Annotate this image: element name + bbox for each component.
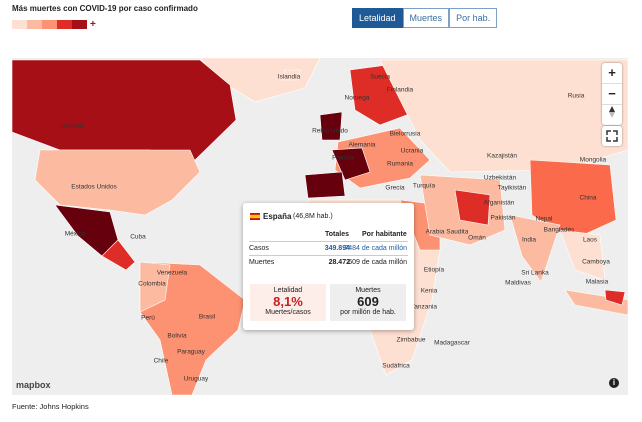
country-label: Rumania	[387, 161, 413, 168]
tab[interactable]: Por hab.	[449, 8, 498, 28]
country-label: Paraguay	[177, 349, 206, 356]
country-label: Chile	[154, 358, 169, 365]
country-label: Noruega	[345, 95, 370, 102]
tab[interactable]: Letalidad	[352, 8, 403, 28]
zoom-out[interactable]: −	[602, 84, 622, 105]
country-label: Finlandia	[387, 87, 414, 94]
country-label: Afganistán	[484, 200, 515, 207]
country-label: Pakistán	[491, 215, 516, 222]
tooltip: España (46,8M hab.) Totales Por habitant…	[243, 203, 414, 330]
country-label: Camboya	[582, 259, 610, 266]
country-label: Venezuela	[157, 270, 188, 277]
row-label: Muertes	[249, 259, 275, 266]
stat-box: Muertes 609 por millón de hab.	[330, 284, 406, 321]
country-label: Estados Unidos	[71, 184, 117, 191]
country-label: India	[522, 237, 536, 244]
cell: 349.894	[324, 245, 350, 252]
logo: mapbox	[16, 380, 51, 390]
country-label: Sudáfrica	[382, 363, 410, 370]
country-label: Turquía	[413, 183, 436, 190]
flag	[250, 213, 260, 220]
zoom-controls: + −	[602, 63, 622, 125]
legend: +	[12, 19, 96, 30]
country-label: Suecia	[370, 74, 390, 81]
country-label: Brasil	[199, 314, 216, 321]
divider	[249, 241, 408, 242]
fullscreen-icon	[606, 130, 618, 142]
cell: 7484 de cada millón	[344, 245, 407, 252]
stat-title: Muertes	[355, 287, 381, 294]
country-label: Arabia Saudita	[426, 229, 469, 236]
country-label: Uzbekistán	[484, 175, 517, 182]
legend-swatch	[27, 20, 42, 29]
legend-swatch	[12, 20, 27, 29]
country-label: China	[580, 195, 597, 202]
country-label: Grecia	[385, 185, 405, 192]
country-label: Perú	[141, 315, 155, 322]
fullscreen[interactable]	[602, 126, 622, 146]
country: España	[263, 212, 292, 221]
country-label: Bolivia	[167, 333, 187, 340]
country-label: Etiopía	[424, 267, 445, 274]
country-label: Canadá	[61, 123, 84, 130]
divider	[249, 255, 408, 256]
row-label: Casos	[249, 245, 269, 252]
country-label: Mongolia	[580, 157, 607, 164]
tab[interactable]: Muertes	[402, 8, 450, 28]
cell: 609 de cada millón	[348, 259, 407, 266]
legend-swatch	[57, 20, 72, 29]
country-label: Sri Lanka	[521, 270, 549, 277]
title: Más muertes con COVID-19 por caso confir…	[12, 4, 198, 13]
country-label: Tanzania	[411, 304, 437, 311]
country-label: Madagascar	[434, 340, 471, 347]
compass[interactable]	[602, 105, 622, 125]
country-label: Colombia	[138, 281, 166, 288]
country-label: Cuba	[130, 234, 146, 241]
country-label: Reino Unido	[312, 128, 348, 135]
country-label: Bielorrusia	[390, 131, 421, 138]
country-label: Omán	[468, 235, 486, 242]
country-label: Laos	[583, 237, 598, 244]
country-label: Francia	[332, 155, 354, 162]
legend-high: +	[90, 19, 96, 30]
country-label: Uruguay	[184, 376, 209, 383]
column-header: Totales	[325, 231, 349, 238]
country-label: Nepal	[536, 216, 554, 223]
country-label: Zimbabue	[397, 337, 426, 344]
legend-swatch	[72, 20, 87, 29]
zoom-in[interactable]: +	[602, 63, 622, 84]
stat-caption: por millón de hab.	[340, 309, 396, 316]
map: Islandia Suecia Finlandia Noruega Rusia Canad…	[12, 58, 628, 395]
country-label: Bangladés	[544, 227, 575, 234]
compass-icon	[609, 106, 615, 118]
stat-value: 8,1%	[273, 294, 303, 309]
source: Fuente: Johns Hopkins	[12, 402, 89, 411]
country-label: Alemania	[348, 142, 375, 149]
country-label: Kazajistán	[487, 153, 517, 160]
country-label: Malasia	[586, 279, 609, 286]
stat-title: Letalidad	[273, 287, 303, 294]
tabs: Letalidad Muertes Por hab.	[352, 8, 498, 28]
country-label: Rusia	[568, 93, 585, 100]
country-label: Ucrania	[401, 148, 424, 155]
country-label: México	[65, 231, 86, 238]
country-label: Maldivas	[505, 280, 531, 287]
stat-box: Letalidad 8,1% Muertes/casos	[250, 284, 326, 321]
cell: 28.472	[328, 259, 350, 266]
stat-caption: Muertes/casos	[265, 309, 311, 316]
country-label: Kenia	[421, 288, 438, 295]
stat-value: 609	[357, 294, 379, 309]
column-header: Por habitante	[362, 231, 407, 238]
country-label: Tayikistán	[498, 185, 527, 192]
country-label: Islandia	[278, 74, 301, 81]
legend-swatch	[42, 20, 57, 29]
info-button[interactable]: i	[609, 378, 619, 388]
population: (46,8M hab.)	[293, 213, 333, 220]
